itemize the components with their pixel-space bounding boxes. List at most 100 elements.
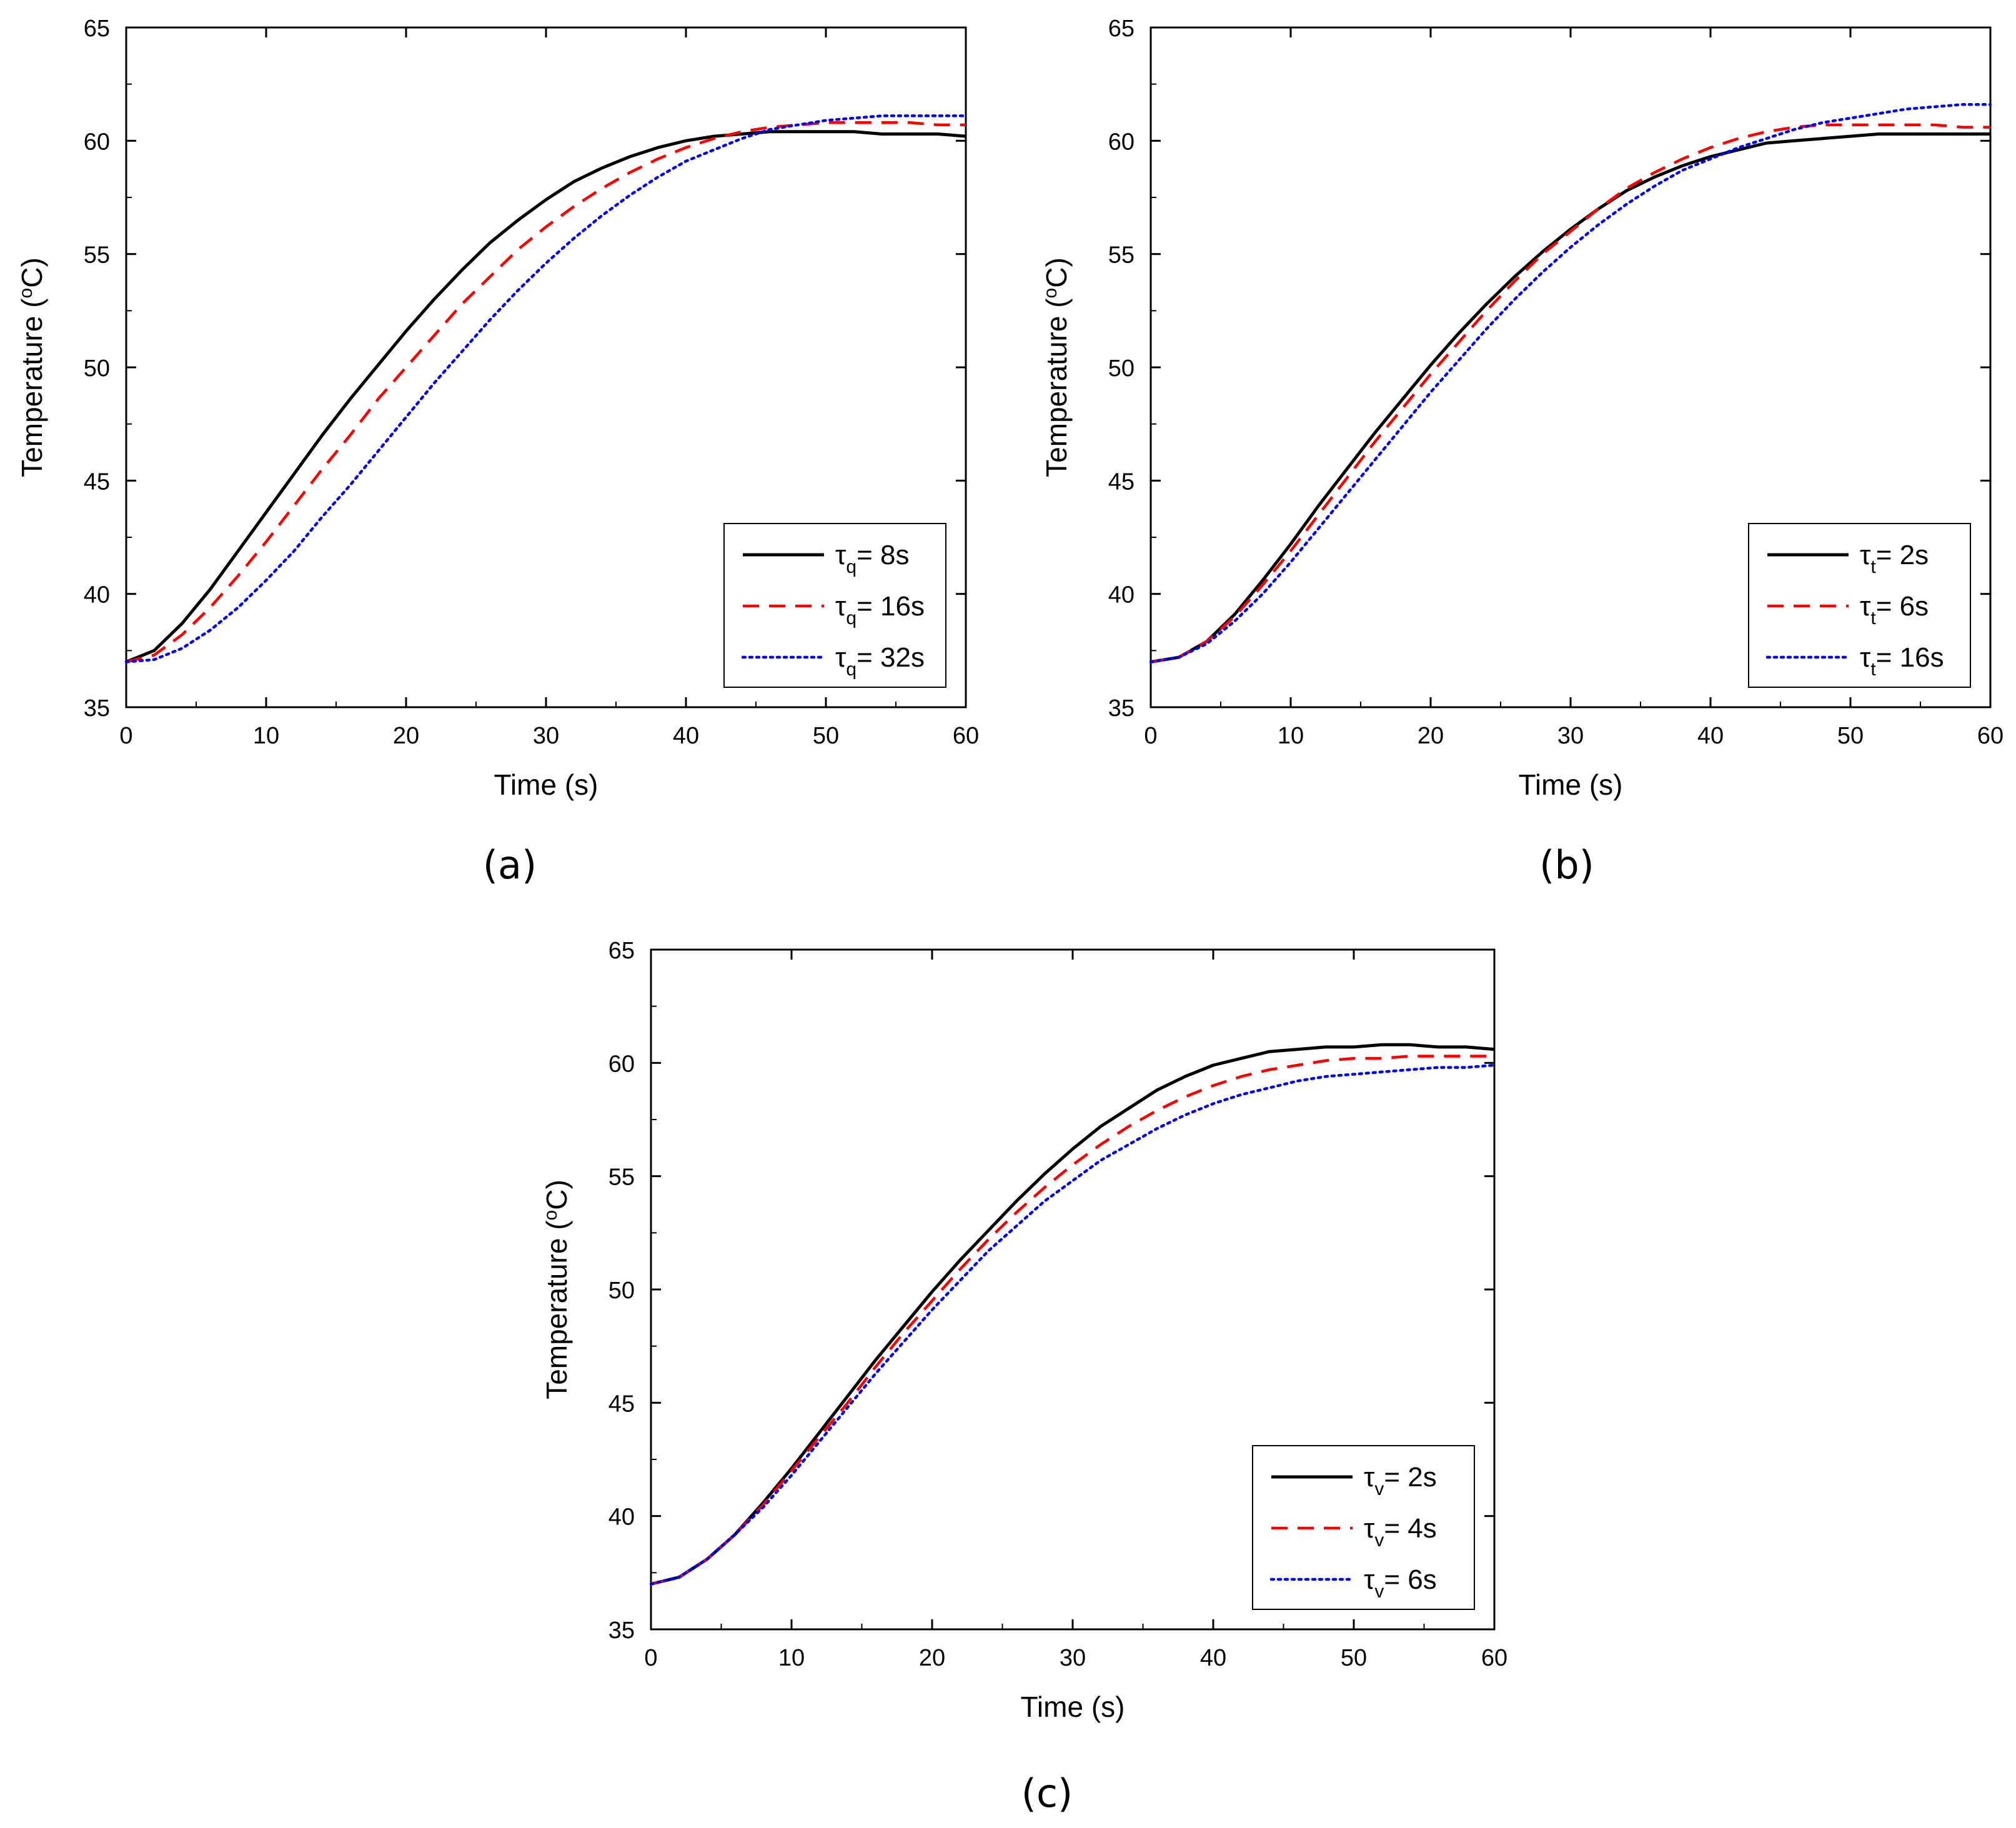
legend-entry: τq= 8s	[835, 540, 909, 577]
x-tick-label: 50	[1341, 1645, 1367, 1671]
x-axis-label: Time (s)	[1519, 768, 1623, 801]
x-tick-label: 60	[953, 723, 979, 749]
x-tick-label: 40	[1697, 723, 1724, 749]
y-tick-label: 35	[1108, 695, 1135, 722]
legend-value: = 16s	[857, 591, 925, 622]
legend-value: = 8s	[857, 540, 909, 570]
series-line-c-3	[649, 1063, 1496, 1586]
y-axis-label-prefix: Temperature (	[540, 1220, 573, 1399]
legend-symbol: τ	[1364, 1513, 1375, 1544]
legend-box	[723, 523, 946, 688]
legend-symbol: τ	[1364, 1462, 1375, 1493]
x-tick-label: 40	[673, 723, 699, 749]
y-axis-label-suffix: C)	[1040, 257, 1073, 288]
legend-entry: τq= 16s	[835, 591, 925, 628]
x-tick-label: 50	[813, 723, 839, 749]
x-axis-label: Time (s)	[1021, 1691, 1125, 1723]
legend-symbol: τ	[1860, 540, 1871, 570]
legend-symbol: τ	[1364, 1564, 1375, 1595]
legend-symbol: τ	[835, 642, 847, 673]
x-tick-label: 10	[778, 1645, 805, 1671]
legend-symbol: τ	[1860, 642, 1871, 673]
legend-subscript: t	[1870, 608, 1876, 628]
series-line-b-3	[1149, 103, 1992, 663]
x-tick-label: 60	[1977, 723, 2004, 749]
chart-panel-a: 0 10 20 30 40 50 60 35 40 45 50 55 60 65 Time (s) Tempe…	[16, 16, 979, 801]
series-line-a-3	[124, 114, 968, 663]
legend-entry: τv= 2s	[1364, 1462, 1437, 1499]
legend-value: = 6s	[1876, 591, 1929, 622]
y-axis-label-degree: o	[540, 1210, 561, 1221]
panel-label-c: (c)	[1021, 1771, 1073, 1816]
x-tick-label: 60	[1481, 1645, 1507, 1671]
y-tick-label: 50	[84, 355, 110, 382]
y-axis-label-suffix: C)	[540, 1180, 573, 1210]
legend-value: = 32s	[857, 642, 925, 673]
x-tick-label: 40	[1200, 1645, 1226, 1671]
legend-box	[1748, 523, 1971, 688]
y-axis-label-prefix: Temperature (	[16, 298, 48, 477]
legend-value: = 2s	[1384, 1462, 1436, 1493]
series-line-b-2	[1150, 123, 1990, 663]
legend-value: = 6s	[1384, 1564, 1436, 1595]
y-tick-label: 50	[1108, 355, 1135, 382]
y-tick-label: 65	[1108, 16, 1135, 42]
legend-symbol: τ	[835, 591, 847, 622]
y-tick-label: 40	[84, 582, 110, 609]
y-tick-label: 60	[608, 1051, 635, 1077]
y-tick-label: 35	[84, 695, 110, 722]
y-tick-label: 55	[608, 1165, 635, 1191]
y-axis-label-degree: o	[1040, 288, 1061, 299]
y-tick-label: 35	[608, 1617, 635, 1644]
y-axis-label: Temperature (oC)	[1040, 257, 1073, 477]
legend-symbol: τ	[1860, 591, 1871, 622]
x-tick-label: 30	[533, 723, 559, 749]
legend-value: = 4s	[1384, 1513, 1436, 1544]
series-line-a-1	[126, 130, 966, 663]
legend-subscript: v	[1374, 1581, 1384, 1602]
y-axis-label: Temperature (oC)	[16, 257, 48, 477]
x-tick-label: 20	[1418, 723, 1444, 749]
legend-box	[1252, 1445, 1475, 1610]
y-axis-label: Temperature (oC)	[540, 1180, 573, 1399]
legend-entry: τt= 6s	[1860, 591, 1929, 628]
y-tick-label: 55	[84, 242, 110, 269]
legend-subscript: q	[846, 659, 857, 680]
y-tick-label: 65	[608, 938, 635, 964]
y-tick-label: 45	[84, 469, 110, 495]
x-tick-label: 0	[119, 723, 132, 749]
chart-panel-b: 0 10 20 30 40 50 60 35 40 45 50 55 60 65 Time (s) Tempe…	[1040, 16, 2004, 801]
x-tick-label: 0	[1144, 723, 1157, 749]
series-line-c-2	[650, 1055, 1494, 1586]
legend-subscript: t	[1870, 557, 1876, 577]
legend-subscript: t	[1870, 659, 1876, 680]
x-tick-label: 20	[393, 723, 419, 749]
y-tick-label: 60	[84, 129, 110, 155]
y-tick-label: 40	[608, 1504, 635, 1531]
legend-entry: τq= 32s	[835, 642, 925, 680]
x-tick-label: 30	[1060, 1645, 1086, 1671]
legend-value: = 2s	[1876, 540, 1929, 570]
legend-subscript: q	[846, 557, 857, 577]
x-tick-label: 30	[1557, 723, 1584, 749]
legend-entry: τv= 4s	[1364, 1513, 1437, 1551]
series-line-a-2	[126, 121, 966, 663]
y-axis-label-degree: o	[16, 288, 36, 299]
y-tick-label: 65	[84, 16, 110, 42]
legend-entry: τt= 2s	[1860, 540, 1929, 577]
x-tick-label: 20	[919, 1645, 945, 1671]
legend-symbol: τ	[835, 540, 847, 570]
y-tick-label: 60	[1108, 129, 1135, 155]
legend-entry: τv= 6s	[1364, 1564, 1437, 1602]
legend-subscript: q	[846, 608, 857, 628]
y-tick-label: 55	[1108, 242, 1135, 269]
series-line-b-1	[1150, 132, 1990, 663]
y-tick-label: 45	[608, 1391, 635, 1417]
legend-subscript: v	[1374, 1530, 1384, 1551]
panel-label-a: (a)	[483, 842, 537, 888]
x-tick-label: 50	[1837, 723, 1864, 749]
